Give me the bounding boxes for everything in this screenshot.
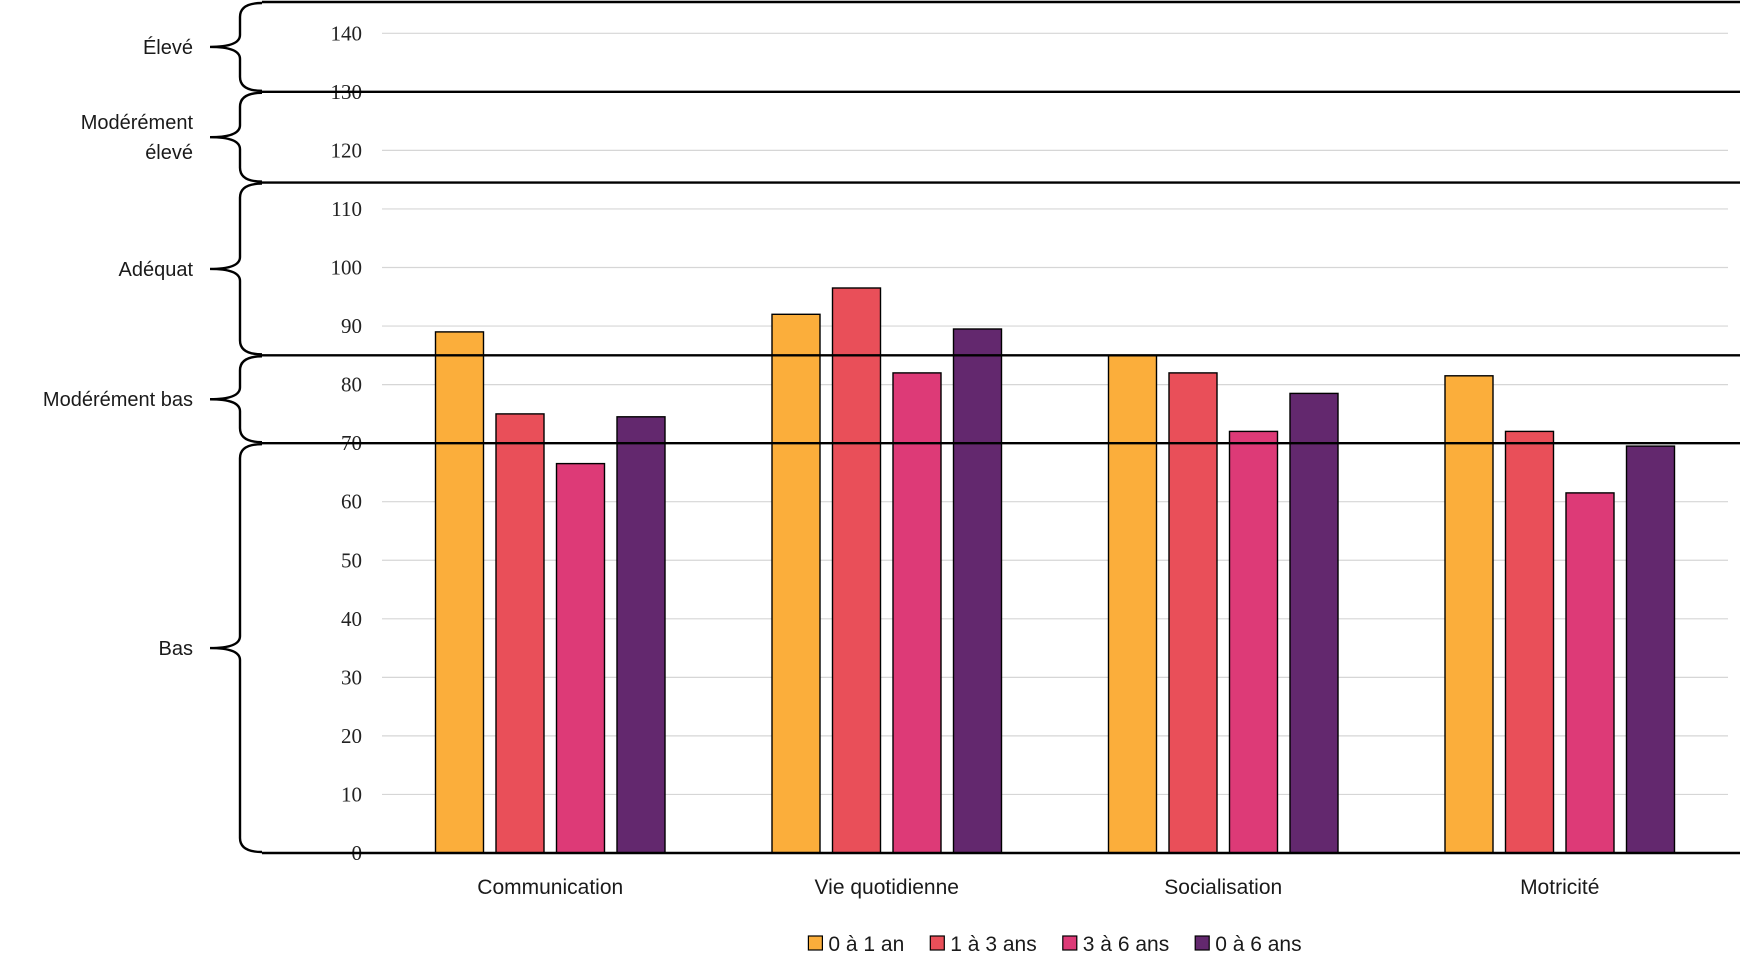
x-axis-categories: Communication Vie quotidienne Socialisatio… (477, 876, 1599, 899)
band-label-3: Adéquat (118, 259, 193, 281)
legend: 0 à 1 an 1 à 3 ans 3 à 6 ans 0 à 6 ans (807, 933, 1302, 956)
band-label-line: Modérément bas (43, 389, 193, 411)
legend-swatch-1 (807, 935, 824, 951)
bar-3-1 (1107, 354, 1158, 854)
y-tick-label-20: 20 (341, 724, 362, 748)
y-tick-label-100: 100 (331, 256, 363, 280)
y-tick-label-60: 60 (341, 490, 362, 514)
y-tick-label-140: 140 (331, 21, 363, 45)
legend-label-3: 3 à 6 ans (1083, 933, 1169, 956)
legend-item-3: 3 à 6 ans (1062, 933, 1169, 956)
band-label-5: Bas (159, 638, 193, 660)
bar-4-2 (1504, 430, 1555, 854)
legend-label-1: 0 à 1 an (828, 933, 904, 956)
bar-2-3 (892, 372, 942, 854)
band-label-line: Adéquat (118, 259, 193, 281)
y-tick-label-90: 90 (341, 314, 362, 338)
legend-swatch-4 (1194, 935, 1210, 951)
bar-4-3 (1565, 492, 1615, 854)
band-label-line: Modérément (81, 112, 194, 134)
zone-boundaries (262, 0, 1740, 855)
bar-3-3 (1228, 430, 1279, 854)
band-label-1: Élevé (143, 36, 193, 59)
x-category-label-3: Socialisation (1164, 876, 1282, 899)
y-tick-label-10: 10 (341, 782, 362, 806)
band-bracket-5 (209, 442, 263, 854)
bars (434, 287, 1676, 854)
y-tick-label-50: 50 (341, 548, 362, 572)
bar-1-4 (616, 416, 666, 854)
bar-4-1 (1444, 375, 1494, 854)
bar-1-2 (495, 413, 545, 854)
band-bracket-1 (209, 1, 263, 93)
legend-item-4: 0 à 6 ans (1194, 933, 1302, 956)
bar-4-4 (1625, 445, 1676, 854)
y-tick-label-40: 40 (341, 607, 362, 631)
x-category-label-4: Motricité (1520, 876, 1599, 899)
band-label-line: élevé (145, 142, 193, 164)
band-bracket-4 (209, 355, 263, 444)
y-tick-label-110: 110 (331, 197, 362, 221)
bar-3-2 (1168, 372, 1218, 854)
legend-swatch-2 (929, 935, 945, 951)
x-category-label-2: Vie quotidienne (815, 876, 959, 899)
bar-2-2 (831, 287, 882, 854)
band-bracket-2 (209, 91, 263, 183)
x-category-label-1: Communication (477, 876, 623, 899)
y-tick-label-80: 80 (341, 373, 362, 397)
band-label-2: Modérément élevé (81, 112, 194, 164)
bar-2-4 (952, 328, 1003, 854)
bar-3-4 (1289, 392, 1339, 854)
legend-item-1: 0 à 1 an (807, 933, 904, 956)
legend-label-4: 0 à 6 ans (1215, 933, 1301, 956)
legend-swatch-3 (1062, 935, 1078, 951)
legend-item-2: 1 à 3 ans (929, 933, 1037, 956)
y-tick-label-30: 30 (341, 665, 362, 689)
band-label-line: Élevé (143, 36, 193, 59)
bar-1-1 (434, 331, 485, 854)
band-brackets: Élevé Modérément élevé Adéquat Modérément ba… (43, 1, 263, 854)
band-bracket-3 (209, 182, 263, 356)
y-tick-label-120: 120 (331, 138, 363, 162)
bar-1-3 (555, 462, 606, 854)
bar-2-1 (771, 313, 821, 854)
legend-label-2: 1 à 3 ans (950, 933, 1036, 956)
band-label-line: Bas (159, 638, 193, 660)
band-label-4: Modérément bas (43, 389, 193, 411)
